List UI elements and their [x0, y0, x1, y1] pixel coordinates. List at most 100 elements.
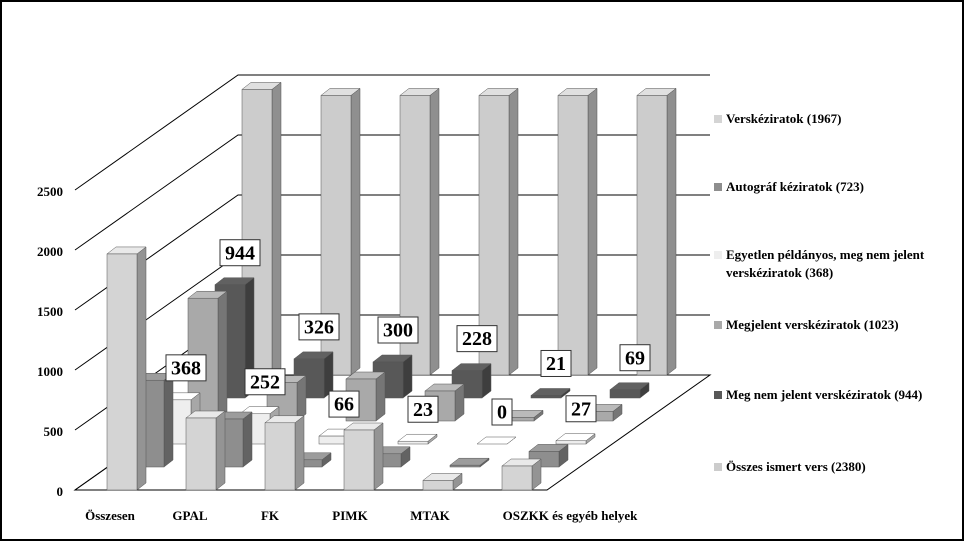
- data-label-box: [540, 349, 572, 377]
- bar: [106, 246, 147, 491]
- bar-side: [163, 372, 174, 468]
- bar-front: [264, 422, 296, 491]
- data-label-box: [456, 325, 498, 353]
- bar: [530, 387, 571, 399]
- data-label-text: 368: [171, 357, 201, 379]
- bar: [609, 382, 650, 399]
- bar-side: [296, 375, 307, 422]
- data-label-text: 228: [462, 328, 492, 350]
- legend-swatch: [714, 251, 722, 259]
- data-label: 368: [165, 354, 207, 382]
- bar-side: [429, 87, 440, 376]
- data-label-text: 944: [225, 242, 255, 264]
- legend-swatch: [714, 463, 722, 471]
- data-label-box: [407, 395, 439, 423]
- x-tick-label: FK: [261, 508, 280, 523]
- bar: [397, 433, 438, 445]
- legend-swatch: [714, 115, 722, 123]
- legend-item: Autográf kéziratok (723): [712, 178, 952, 196]
- bar-side: [373, 422, 384, 491]
- legend-swatch: [714, 321, 722, 329]
- grid-line: [74, 194, 710, 311]
- data-label-box: [328, 390, 360, 418]
- data-label-text: 0: [497, 402, 507, 424]
- data-label-box: [298, 313, 340, 341]
- y-tick-label: 1500: [37, 304, 63, 319]
- bar-top: [476, 436, 517, 445]
- grid-line: [74, 254, 710, 371]
- data-label: 944: [219, 239, 261, 267]
- data-label-text: 66: [334, 394, 354, 416]
- bar-side: [215, 410, 226, 491]
- bar-front: [106, 253, 138, 491]
- data-label: 0: [491, 398, 513, 426]
- data-label-box: [619, 344, 651, 372]
- bar-side: [294, 415, 305, 491]
- x-tick-label: OSZKK és egyéb helyek: [503, 508, 638, 523]
- bar-front: [449, 464, 481, 468]
- bar: [555, 433, 596, 445]
- data-label-box: [165, 354, 207, 382]
- data-label-box: [244, 368, 286, 396]
- y-tick-label: 2000: [37, 244, 63, 259]
- bar-side: [217, 290, 228, 422]
- data-label-box: [377, 316, 419, 344]
- bar: [449, 457, 490, 468]
- grid-line: [74, 74, 710, 191]
- data-label-box: [219, 239, 261, 267]
- x-tick-label: PIMK: [332, 508, 368, 523]
- bar-side: [350, 87, 361, 376]
- legend-label: Összes ismert vers (2380): [726, 459, 866, 474]
- legend-label: Verskéziratok (1967): [726, 111, 842, 126]
- legend-label: Meg nem jelent verskéziratok (944): [726, 387, 923, 402]
- y-tick-label: 2500: [37, 184, 63, 199]
- bar-side: [271, 81, 282, 376]
- bar-front: [530, 395, 562, 399]
- data-label: 326: [298, 313, 340, 341]
- y-tick-label: 0: [57, 484, 64, 499]
- bar-front: [185, 417, 217, 491]
- data-label: 27: [565, 395, 597, 423]
- bar: [343, 422, 384, 491]
- bar-front: [501, 465, 533, 491]
- y-tick-label: 1000: [37, 364, 63, 379]
- bar-front: [555, 440, 587, 445]
- data-label: 21: [540, 349, 572, 377]
- legend-swatch: [714, 391, 722, 399]
- bar-front: [636, 95, 668, 376]
- legend-item: Összes ismert vers (2380): [712, 458, 952, 476]
- x-tick-label: Összesen: [85, 508, 136, 523]
- data-label-text: 69: [625, 347, 645, 369]
- bar-side: [587, 87, 598, 376]
- bar: [557, 87, 598, 376]
- legend-label: Megjelent verskéziratok (1023): [726, 317, 899, 332]
- bar-front: [422, 480, 454, 491]
- bar-side: [402, 354, 413, 399]
- legend-label: Egyetlen példányos, meg nem jelent versk…: [726, 247, 925, 280]
- data-label: 252: [244, 368, 286, 396]
- bar: [264, 415, 305, 491]
- y-tick-label: 500: [44, 424, 64, 439]
- data-label: 69: [619, 344, 651, 372]
- bar: [501, 458, 542, 491]
- legend-item: Egyetlen példányos, meg nem jelent versk…: [712, 246, 952, 282]
- bar-front: [609, 389, 641, 399]
- x-tick-label: GPAL: [172, 508, 207, 523]
- legend-item: Meg nem jelent verskéziratok (944): [712, 386, 952, 404]
- bar-front: [397, 440, 429, 445]
- data-label-text: 21: [546, 353, 566, 375]
- legend-item: Verskéziratok (1967): [712, 110, 952, 128]
- legend-item: Megjelent verskéziratok (1023): [712, 316, 952, 334]
- data-label: 23: [407, 395, 439, 423]
- bar: [636, 87, 677, 376]
- bar-side: [666, 87, 677, 376]
- bar: [185, 410, 226, 491]
- data-label-text: 252: [250, 371, 280, 393]
- data-label-box: [565, 395, 597, 423]
- bar-side: [136, 246, 147, 491]
- bar: [422, 472, 463, 491]
- bar-side: [375, 371, 386, 422]
- bar-front: [557, 95, 589, 376]
- data-label-text: 27: [571, 398, 591, 420]
